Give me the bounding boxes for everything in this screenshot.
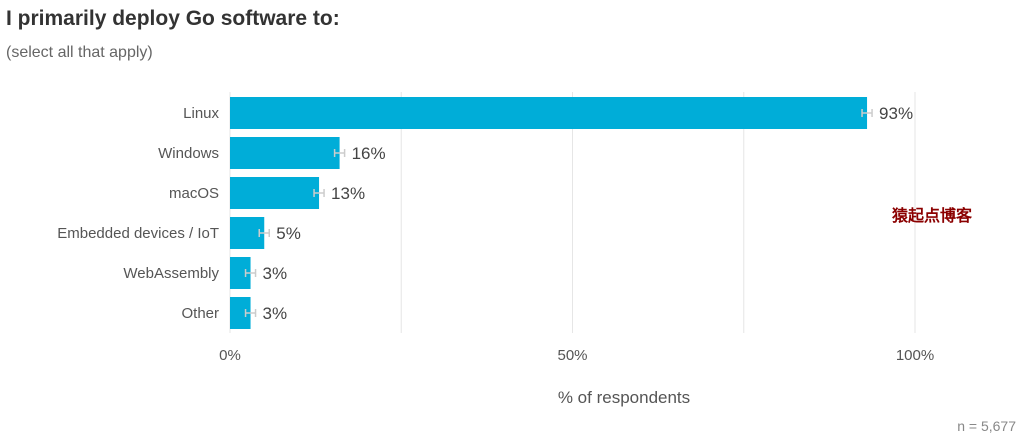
y-category-label: Other — [181, 305, 219, 322]
error-bar — [258, 229, 270, 237]
error-bar — [333, 149, 346, 157]
axes: 0% 50% 100% Linux Windows macOS Embedded devic… — [57, 105, 934, 364]
bars: 93% 16% 13% 5% 3% 3% — [230, 97, 913, 329]
y-category-label: Embedded devices / IoT — [57, 225, 219, 242]
bar — [230, 257, 251, 289]
x-tick-label: 0% — [219, 347, 241, 364]
bar-value-label: 93% — [879, 104, 913, 123]
error-bar — [244, 269, 257, 277]
bar — [230, 137, 340, 169]
chart-title: I primarily deploy Go software to: — [6, 7, 340, 30]
x-axis-title: % of respondents — [558, 388, 690, 407]
bar-value-label: 16% — [352, 144, 386, 163]
bar-value-label: 3% — [263, 304, 288, 323]
bar-value-label: 3% — [263, 264, 288, 283]
y-category-label: macOS — [169, 185, 219, 202]
chart-subtitle: (select all that apply) — [6, 44, 153, 61]
error-bar — [861, 109, 873, 117]
error-bar — [244, 309, 257, 317]
bar — [230, 177, 320, 209]
watermark-text: 猿起点博客 — [892, 208, 973, 225]
sample-size-note: n = 5,677 — [957, 418, 1016, 434]
y-category-label: Windows — [158, 145, 219, 162]
y-category-label: Linux — [183, 105, 219, 122]
grid-lines — [229, 92, 916, 333]
y-category-label: WebAssembly — [123, 265, 219, 282]
bar-value-label: 5% — [276, 224, 301, 243]
x-tick-label: 100% — [896, 347, 934, 364]
bar — [230, 97, 868, 129]
bar-value-label: 13% — [331, 184, 365, 203]
error-bar — [313, 189, 325, 197]
bar — [230, 297, 251, 329]
x-tick-label: 50% — [557, 347, 587, 364]
